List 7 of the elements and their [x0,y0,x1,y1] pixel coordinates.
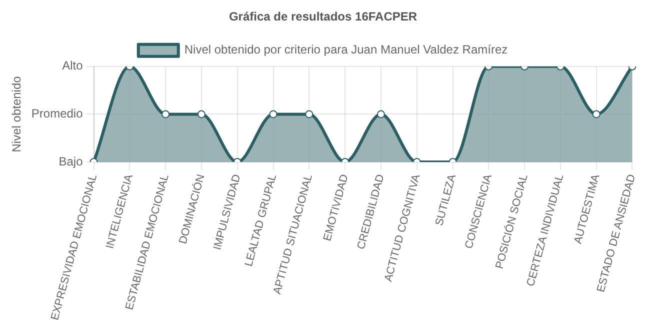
y-axis-title: Nivel obtenido [10,76,24,152]
category-label: Bajo [58,154,83,168]
category-label: Alto [62,58,83,73]
chart-title: Gráfica de resultados 16FACPER [228,10,418,24]
legend-label: Nivel obtenido por criterio para Juan Manuel Valdez Ramírez [184,42,508,57]
x-tick-label: LEALTAD GRUPAL [242,173,280,268]
category-label: Promedio [31,106,83,121]
